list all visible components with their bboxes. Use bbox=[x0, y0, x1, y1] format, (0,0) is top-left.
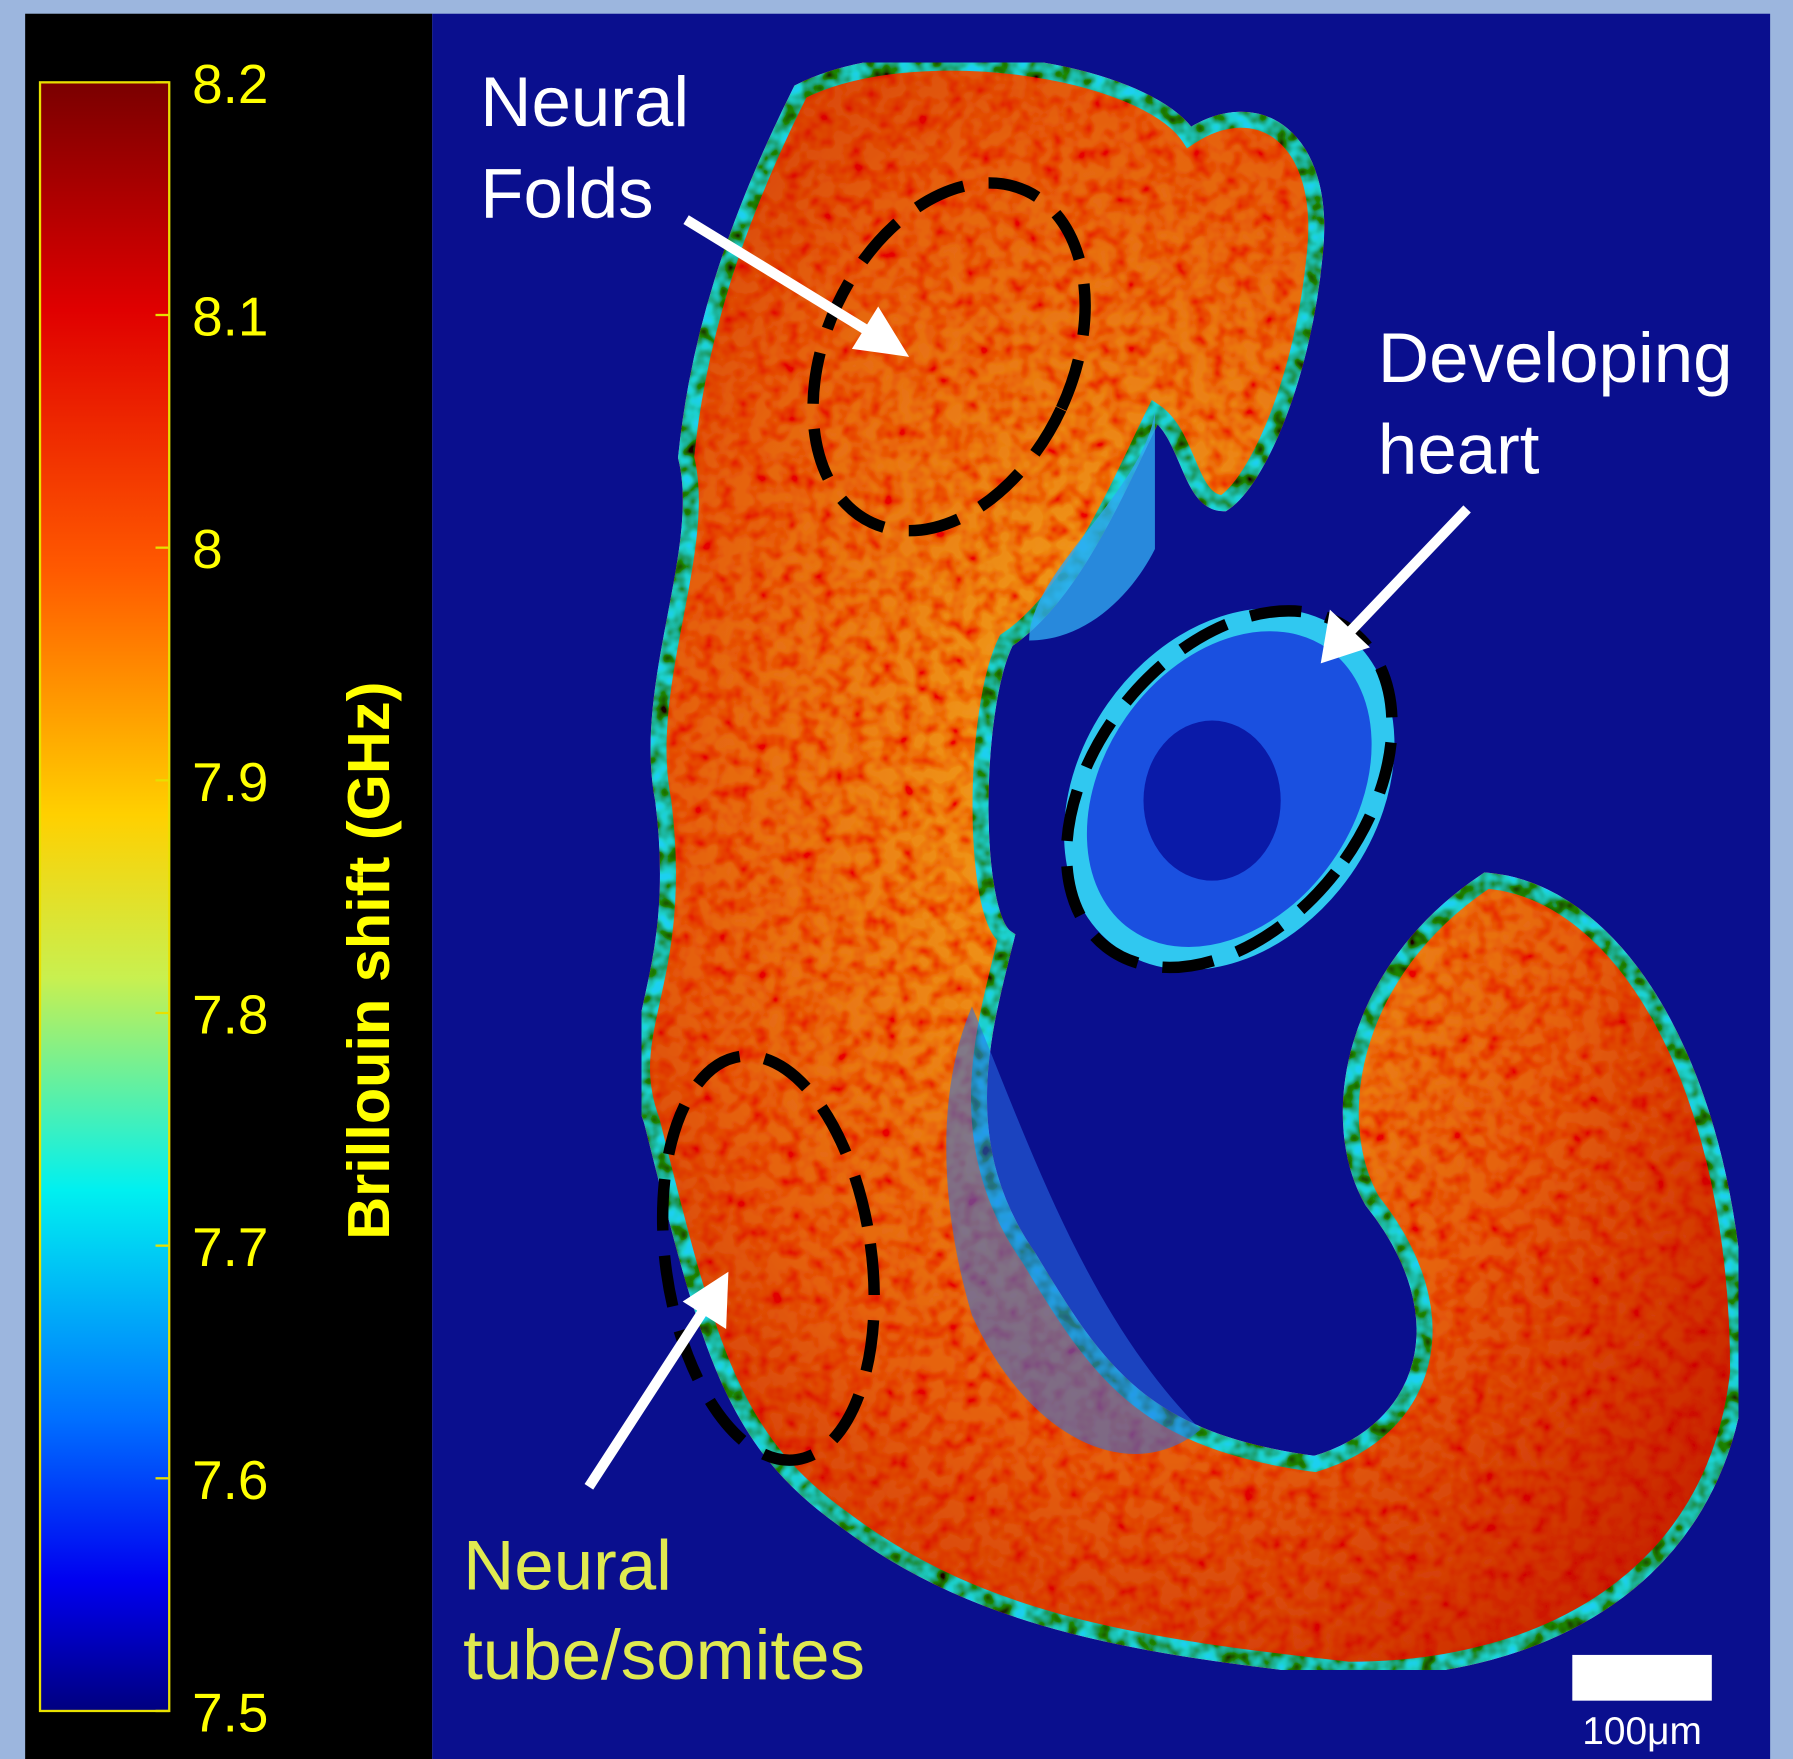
annotation-text: Folds bbox=[480, 154, 653, 233]
colorbar-tick-label: 8 bbox=[192, 518, 223, 580]
annotation-text: Neural bbox=[480, 63, 689, 142]
annotation-text: heart bbox=[1378, 410, 1540, 489]
colorbar-tick-label: 8.2 bbox=[192, 53, 268, 115]
colorbar-tick-label: 7.7 bbox=[192, 1216, 268, 1278]
embryo-tissue bbox=[634, 54, 1747, 1678]
colorbar-ticks: 8.2 8.1 8 7.9 7.8 7.7 7.6 7.5 bbox=[155, 53, 268, 1744]
scale-bar bbox=[1572, 1654, 1712, 1701]
tissue-region bbox=[1029, 411, 1155, 641]
arrow bbox=[584, 1304, 710, 1490]
tissue-region bbox=[946, 1006, 1201, 1454]
arrowhead bbox=[1320, 609, 1370, 664]
arrows bbox=[584, 215, 1471, 1490]
colorbar bbox=[38, 81, 171, 1713]
heart-cavity bbox=[1143, 720, 1281, 881]
scale-bar-label: 100μm bbox=[1582, 1710, 1702, 1753]
arrow bbox=[1345, 505, 1471, 637]
colorbar-tick-label: 8.1 bbox=[192, 286, 268, 348]
arrowhead bbox=[851, 306, 910, 357]
ellipse bbox=[807, 177, 1091, 537]
arrow bbox=[683, 215, 872, 337]
annotation-text: Neural bbox=[463, 1527, 672, 1606]
arrowhead bbox=[682, 1271, 729, 1329]
ellipse bbox=[656, 1050, 880, 1466]
embryo bbox=[634, 54, 1747, 1678]
colorbar-tick-label: 7.8 bbox=[192, 984, 268, 1046]
annotation-text: tube/somites bbox=[463, 1616, 865, 1695]
colorbar-tick-label: 7.6 bbox=[192, 1449, 268, 1511]
colorbar-label: Brillouin shift (GHz) bbox=[335, 682, 402, 1240]
colorbar-tick-label: 7.5 bbox=[192, 1682, 268, 1744]
colorbar-tick-label: 7.9 bbox=[192, 751, 268, 813]
annotation-text: Developing bbox=[1378, 319, 1733, 398]
